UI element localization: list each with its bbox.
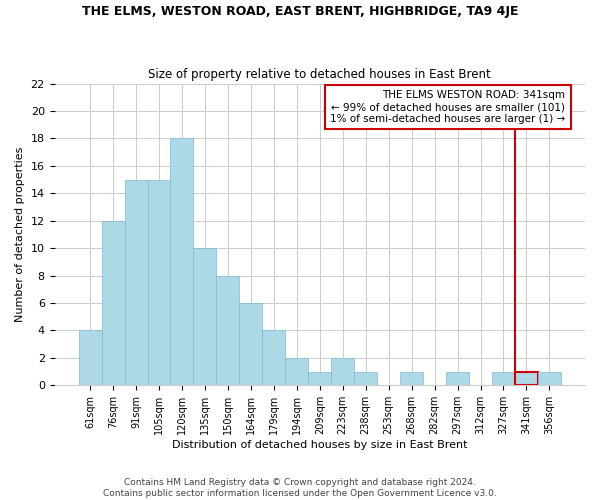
Bar bbox=[193, 248, 217, 386]
Bar bbox=[217, 276, 239, 386]
Bar bbox=[101, 220, 125, 386]
X-axis label: Distribution of detached houses by size in East Brent: Distribution of detached houses by size … bbox=[172, 440, 467, 450]
Bar bbox=[125, 180, 148, 386]
Bar bbox=[148, 180, 170, 386]
Bar bbox=[239, 303, 262, 386]
Bar bbox=[400, 372, 423, 386]
Bar bbox=[79, 330, 101, 386]
Bar bbox=[308, 372, 331, 386]
Y-axis label: Number of detached properties: Number of detached properties bbox=[15, 147, 25, 322]
Text: THE ELMS WESTON ROAD: 341sqm
← 99% of detached houses are smaller (101)
1% of se: THE ELMS WESTON ROAD: 341sqm ← 99% of de… bbox=[330, 90, 565, 124]
Text: THE ELMS, WESTON ROAD, EAST BRENT, HIGHBRIDGE, TA9 4JE: THE ELMS, WESTON ROAD, EAST BRENT, HIGHB… bbox=[82, 5, 518, 18]
Bar bbox=[354, 372, 377, 386]
Bar bbox=[286, 358, 308, 386]
Bar bbox=[262, 330, 286, 386]
Bar bbox=[538, 372, 561, 386]
Title: Size of property relative to detached houses in East Brent: Size of property relative to detached ho… bbox=[148, 68, 491, 81]
Bar bbox=[492, 372, 515, 386]
Bar bbox=[331, 358, 354, 386]
Bar bbox=[515, 372, 538, 386]
Text: Contains HM Land Registry data © Crown copyright and database right 2024.
Contai: Contains HM Land Registry data © Crown c… bbox=[103, 478, 497, 498]
Bar bbox=[170, 138, 193, 386]
Bar bbox=[446, 372, 469, 386]
